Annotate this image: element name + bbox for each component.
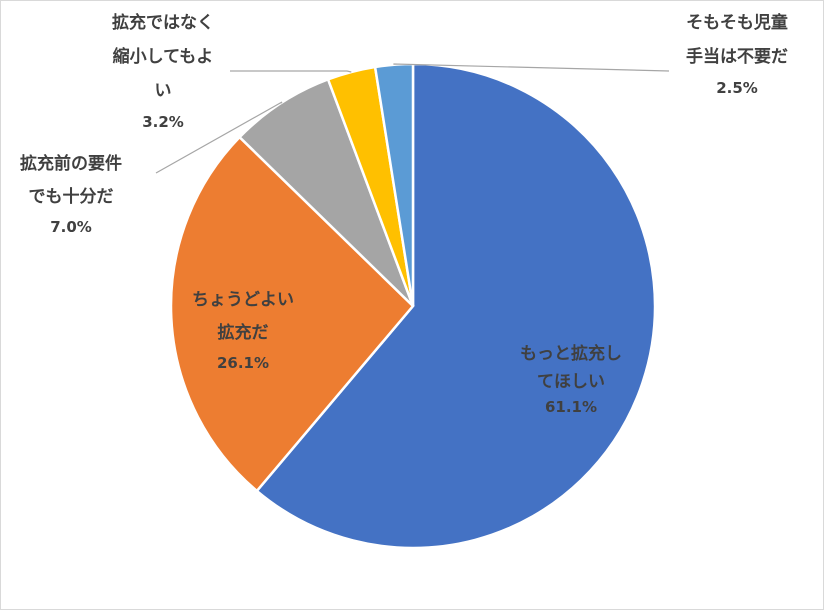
- slice-percent-4: 2.5%: [716, 79, 758, 97]
- slice-label-1-line-1: 拡充だ: [218, 322, 269, 343]
- slice-label-4-line-1: 手当は不要だ: [686, 46, 788, 67]
- slice-percent-2: 7.0%: [50, 218, 92, 236]
- leader-line-4: [393, 63, 670, 72]
- pie-slice-0: [255, 62, 657, 550]
- slice-label-2-line-0: 拡充前の要件: [20, 153, 122, 174]
- slice-percent-0: 61.1%: [545, 398, 597, 416]
- slice-label-2-line-1: でも十分だ: [29, 186, 114, 207]
- slice-percent-1: 26.1%: [217, 354, 269, 372]
- slice-label-3-line-0: 拡充ではなく: [112, 12, 214, 33]
- slice-label-0-line-0: もっと拡充し: [520, 343, 622, 364]
- pie-slice-1: [169, 135, 415, 493]
- slice-label-1-line-0: ちょうどよい: [192, 290, 294, 310]
- slice-label-3-line-2: い: [155, 81, 172, 101]
- slice-label-0-line-1: てほしい: [537, 372, 605, 392]
- pie-slice-2: [237, 77, 415, 307]
- leader-line-3: [230, 70, 352, 73]
- leader-line-2: [155, 101, 283, 174]
- slice-label-4-line-0: そもそも児童: [686, 12, 788, 33]
- slice-percent-3: 3.2%: [142, 113, 184, 131]
- slice-label-3-line-1: 縮小してもよ: [113, 46, 214, 67]
